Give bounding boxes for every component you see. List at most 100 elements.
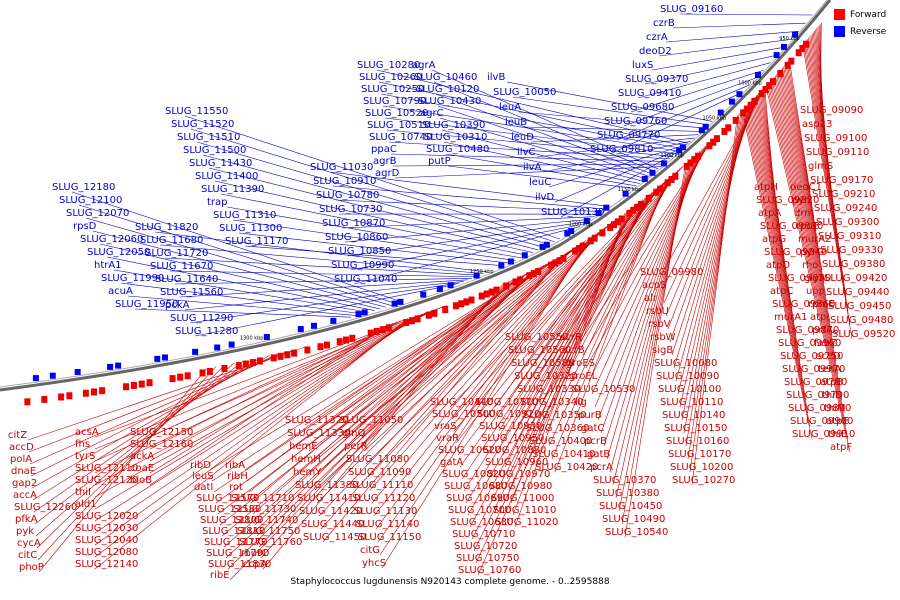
reverse-feature (214, 344, 221, 351)
forward-feature (431, 309, 438, 317)
scale-tick-label: 1200 kbp (569, 221, 593, 227)
forward-feature (373, 327, 380, 335)
label-link (554, 147, 684, 203)
gene-label-ribe: ribE (210, 570, 230, 581)
reverse-feature (736, 91, 743, 98)
label-link (779, 70, 827, 297)
gene-label-thie: thiE (828, 429, 847, 440)
gene-label-atpi: atpI (810, 312, 829, 323)
reverse-feature (420, 291, 427, 298)
gene-label-slug-11750: SLUG_11750 (237, 526, 300, 537)
label-link (394, 166, 662, 179)
gene-label-slug-09790: SLUG_09790 (786, 390, 849, 401)
label-link (786, 62, 815, 219)
label-link (208, 167, 539, 251)
reverse-feature (622, 190, 629, 197)
label-link (94, 314, 420, 534)
gene-label-slug-11640: SLUG_11640 (155, 274, 218, 285)
gene-label-slug-09100: SLUG_09100 (804, 133, 867, 144)
label-link (560, 150, 681, 218)
label-link (624, 163, 686, 538)
label-link (238, 232, 510, 264)
label-link (256, 279, 513, 537)
forward-feature (385, 324, 392, 332)
label-link (455, 181, 666, 444)
label-link (384, 117, 677, 155)
gene-label-slug-09520: SLUG_09520 (832, 329, 895, 340)
gene-label-slug-09910: SLUG_09910 (792, 429, 855, 440)
gene-label-slug-11560: SLUG_11560 (160, 287, 223, 298)
label-link (751, 100, 797, 336)
gene-label-slug-09960: SLUG_09960 (778, 338, 841, 349)
reverse-feature (355, 311, 362, 318)
scale-tick-label: 1300 kbp (240, 336, 264, 342)
gene-label-slug-10910: SLUG_10910 (313, 176, 376, 187)
reverse-feature (698, 127, 705, 134)
label-link (377, 235, 594, 543)
label-link (787, 61, 813, 206)
label-link (382, 105, 680, 152)
gene-label-slug-10320: SLUG_10320 (514, 371, 577, 382)
forward-feature (683, 162, 690, 170)
legend-forward-label: Forward (850, 9, 887, 20)
forward-feature (317, 343, 324, 351)
forward-feature (725, 124, 732, 132)
label-link (196, 141, 550, 245)
scale-tick-label: 1100 kbp (660, 153, 684, 159)
gene-label-glms: glmS (808, 161, 833, 172)
map-title: Staphylococcus lugdunensis N920143 compl… (290, 577, 610, 587)
forward-feature (599, 229, 606, 237)
label-link (227, 269, 536, 570)
label-link (445, 153, 638, 187)
label-link (651, 46, 785, 71)
label-link (94, 308, 437, 474)
label-link (746, 105, 805, 388)
forward-feature (66, 392, 73, 400)
label-link (94, 315, 416, 546)
reverse-feature (228, 341, 235, 348)
label-link (471, 193, 651, 540)
gene-label-rpme: rpmE (808, 299, 835, 310)
forward-feature (788, 57, 795, 65)
gene-label-rpoe: rpoE (796, 221, 819, 232)
gene-label-gatc: gatC (581, 423, 604, 434)
reverse-feature (595, 210, 602, 217)
label-link (31, 355, 270, 489)
label-link (767, 83, 847, 427)
gene-label-slug-10270: SLUG_10270 (672, 475, 735, 486)
forward-feature (721, 127, 728, 135)
label-link (32, 357, 262, 501)
gene-label-slug-12060: SLUG_12060 (80, 234, 143, 245)
gene-label-ilvb: ilvB (487, 72, 505, 83)
gene-label-slug-09160: SLUG_09160 (660, 4, 723, 15)
gene-label-ccpa: ccpA (243, 559, 267, 570)
gene-label-slug-12160: SLUG_12160 (130, 439, 193, 450)
gene-label-slug-09450: SLUG_09450 (828, 301, 891, 312)
gene-label-sigb: sigB (652, 345, 673, 356)
gene-label-gap2: gap2 (12, 478, 37, 489)
gene-label-slug-12120: SLUG_12120 (75, 475, 138, 486)
gene-label-citz: citZ (8, 430, 27, 441)
gene-label-slug-10530: SLUG_10530 (572, 384, 635, 395)
forward-feature (766, 82, 773, 90)
label-link (431, 69, 659, 170)
label-link (220, 193, 528, 256)
gene-label-pyn: pyn (792, 195, 811, 206)
gene-label-slug-09860: SLUG_09860 (772, 299, 835, 310)
label-link (244, 271, 531, 471)
gene-label-slug-10080: SLUG_10080 (654, 358, 717, 369)
forward-feature (58, 393, 65, 401)
label-link (750, 101, 799, 349)
label-link (258, 280, 510, 548)
gene-label-slug-10630: SLUG_10630 (450, 517, 513, 528)
forward-feature (199, 369, 206, 377)
gene-label-slug-10330: SLUG_10330 (517, 384, 580, 395)
gene-label-coae: coaE (130, 463, 154, 474)
label-link (254, 278, 516, 526)
label-link (94, 309, 434, 486)
gene-label-drm: drm (794, 208, 814, 219)
scale-tick-label: 950 kbp (779, 36, 799, 42)
gene-label-dnae: dnaE (11, 466, 36, 477)
label-link (184, 115, 561, 240)
gene-label-slug-09900: SLUG_09900 (790, 416, 853, 427)
